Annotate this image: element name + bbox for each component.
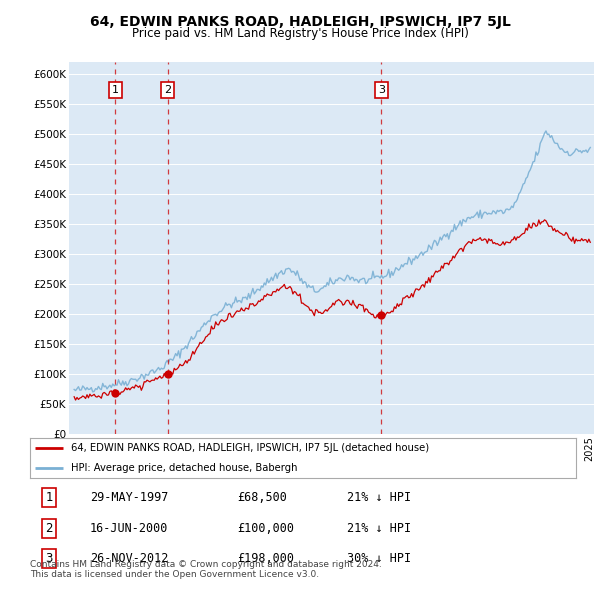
Text: Price paid vs. HM Land Registry's House Price Index (HPI): Price paid vs. HM Land Registry's House … <box>131 27 469 40</box>
Text: Contains HM Land Registry data © Crown copyright and database right 2024.
This d: Contains HM Land Registry data © Crown c… <box>30 560 382 579</box>
Text: 2: 2 <box>46 522 53 535</box>
Text: 3: 3 <box>46 552 53 565</box>
Text: 1: 1 <box>112 85 119 95</box>
Text: 1: 1 <box>46 491 53 504</box>
Text: 30% ↓ HPI: 30% ↓ HPI <box>347 552 411 565</box>
Text: 2: 2 <box>164 85 172 95</box>
Text: 3: 3 <box>378 85 385 95</box>
Text: £198,000: £198,000 <box>238 552 295 565</box>
Text: 16-JUN-2000: 16-JUN-2000 <box>90 522 169 535</box>
Text: 29-MAY-1997: 29-MAY-1997 <box>90 491 169 504</box>
Text: 26-NOV-2012: 26-NOV-2012 <box>90 552 169 565</box>
Text: 64, EDWIN PANKS ROAD, HADLEIGH, IPSWICH, IP7 5JL: 64, EDWIN PANKS ROAD, HADLEIGH, IPSWICH,… <box>89 15 511 29</box>
Text: £68,500: £68,500 <box>238 491 287 504</box>
Text: 64, EDWIN PANKS ROAD, HADLEIGH, IPSWICH, IP7 5JL (detached house): 64, EDWIN PANKS ROAD, HADLEIGH, IPSWICH,… <box>71 443 429 453</box>
Text: £100,000: £100,000 <box>238 522 295 535</box>
Text: HPI: Average price, detached house, Babergh: HPI: Average price, detached house, Babe… <box>71 463 298 473</box>
Text: 21% ↓ HPI: 21% ↓ HPI <box>347 522 411 535</box>
Text: 21% ↓ HPI: 21% ↓ HPI <box>347 491 411 504</box>
